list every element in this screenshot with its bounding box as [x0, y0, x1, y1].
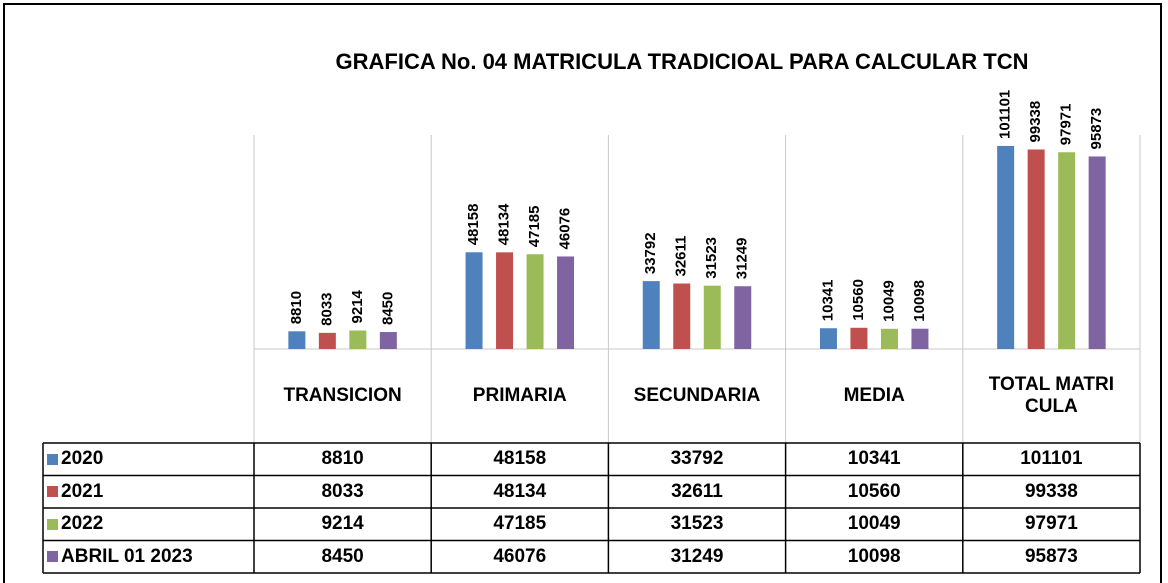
value-label: 46076 [557, 208, 574, 250]
value-label: 10560 [850, 279, 867, 321]
value-label: 48158 [465, 204, 482, 246]
bar [379, 332, 397, 349]
bar [1027, 149, 1045, 349]
legend-key [47, 453, 58, 465]
bar [1088, 156, 1106, 349]
value-label: 32611 [673, 236, 690, 277]
legend-label: 2022 [61, 513, 104, 535]
value-label: 97971 [1058, 104, 1075, 146]
bar [288, 331, 306, 349]
legend-label: 2020 [61, 448, 104, 470]
bar [496, 252, 514, 349]
legend-entry: 2022 [43, 508, 254, 541]
table-cell: 8450 [321, 545, 364, 567]
table-cell: 9214 [321, 513, 364, 535]
bar [526, 254, 544, 349]
value-label: 8033 [318, 292, 335, 325]
value-label: 10098 [911, 280, 928, 322]
table-cell: 10098 [847, 545, 901, 567]
value-label: 33792 [642, 232, 659, 274]
value-label: 99338 [1027, 101, 1044, 143]
table-cell: 47185 [493, 513, 547, 535]
bar [349, 330, 367, 349]
chart-title: GRAFICA No. 04 MATRICULA TRADICIOAL PARA… [336, 49, 1029, 74]
value-label: 9214 [349, 289, 366, 323]
legend-key [47, 486, 58, 498]
legend-key [47, 551, 58, 563]
table-cell: 10341 [847, 448, 901, 470]
table-cell: 48134 [493, 480, 547, 502]
category-label: PRIMARIA [472, 385, 567, 406]
table-cell: 46076 [493, 545, 547, 567]
table-cell: 32611 [671, 480, 723, 502]
legend-entry: 2020 [43, 443, 254, 476]
table-cell: 31249 [670, 545, 724, 567]
table-cell: 10560 [847, 480, 901, 502]
frame [3, 3, 1162, 583]
value-label: 31249 [734, 238, 751, 280]
bar [703, 285, 721, 349]
bar [734, 286, 752, 349]
table-cell: 48158 [493, 448, 547, 470]
value-label: 31523 [703, 237, 720, 279]
table-cell: 8033 [321, 480, 364, 502]
bar [911, 328, 929, 349]
category-label: SECUNDARIA [633, 385, 761, 406]
legend-key [47, 518, 58, 530]
value-label: 101101 [997, 90, 1014, 139]
table-cell: 10049 [847, 513, 901, 535]
legend-entry: 2021 [43, 476, 254, 509]
table-cell: 95873 [1024, 545, 1078, 567]
table-cell: 101101 [1020, 448, 1083, 470]
value-label: 8450 [379, 292, 396, 325]
bar [997, 145, 1015, 349]
bar [819, 328, 837, 349]
legend-label: 2021 [61, 480, 104, 502]
bar [880, 328, 898, 349]
category-label: MEDIA [843, 385, 905, 406]
legend-entry: ABRIL 01 2023 [43, 541, 254, 574]
value-label: 48134 [496, 203, 513, 245]
bar [673, 283, 691, 349]
category-label: TRANSICION [283, 385, 402, 406]
value-label: 8810 [288, 291, 305, 324]
bar [642, 281, 660, 349]
category-label: TOTAL MATRICULA [988, 374, 1115, 417]
legend-label: ABRIL 01 2023 [61, 545, 193, 567]
bar [850, 327, 868, 349]
table-cell: 31523 [670, 513, 724, 535]
table-cell: 8810 [321, 448, 364, 470]
bar [1058, 152, 1076, 349]
table-cell: 97971 [1024, 513, 1078, 535]
bar [465, 252, 483, 349]
table-cell: 33792 [670, 448, 724, 470]
bar [318, 332, 336, 349]
table-cell: 99338 [1024, 480, 1078, 502]
value-label: 10341 [819, 280, 836, 322]
value-label: 95873 [1088, 108, 1105, 150]
bar [557, 256, 575, 349]
value-label: 47185 [526, 206, 543, 248]
value-label: 10049 [880, 280, 897, 322]
